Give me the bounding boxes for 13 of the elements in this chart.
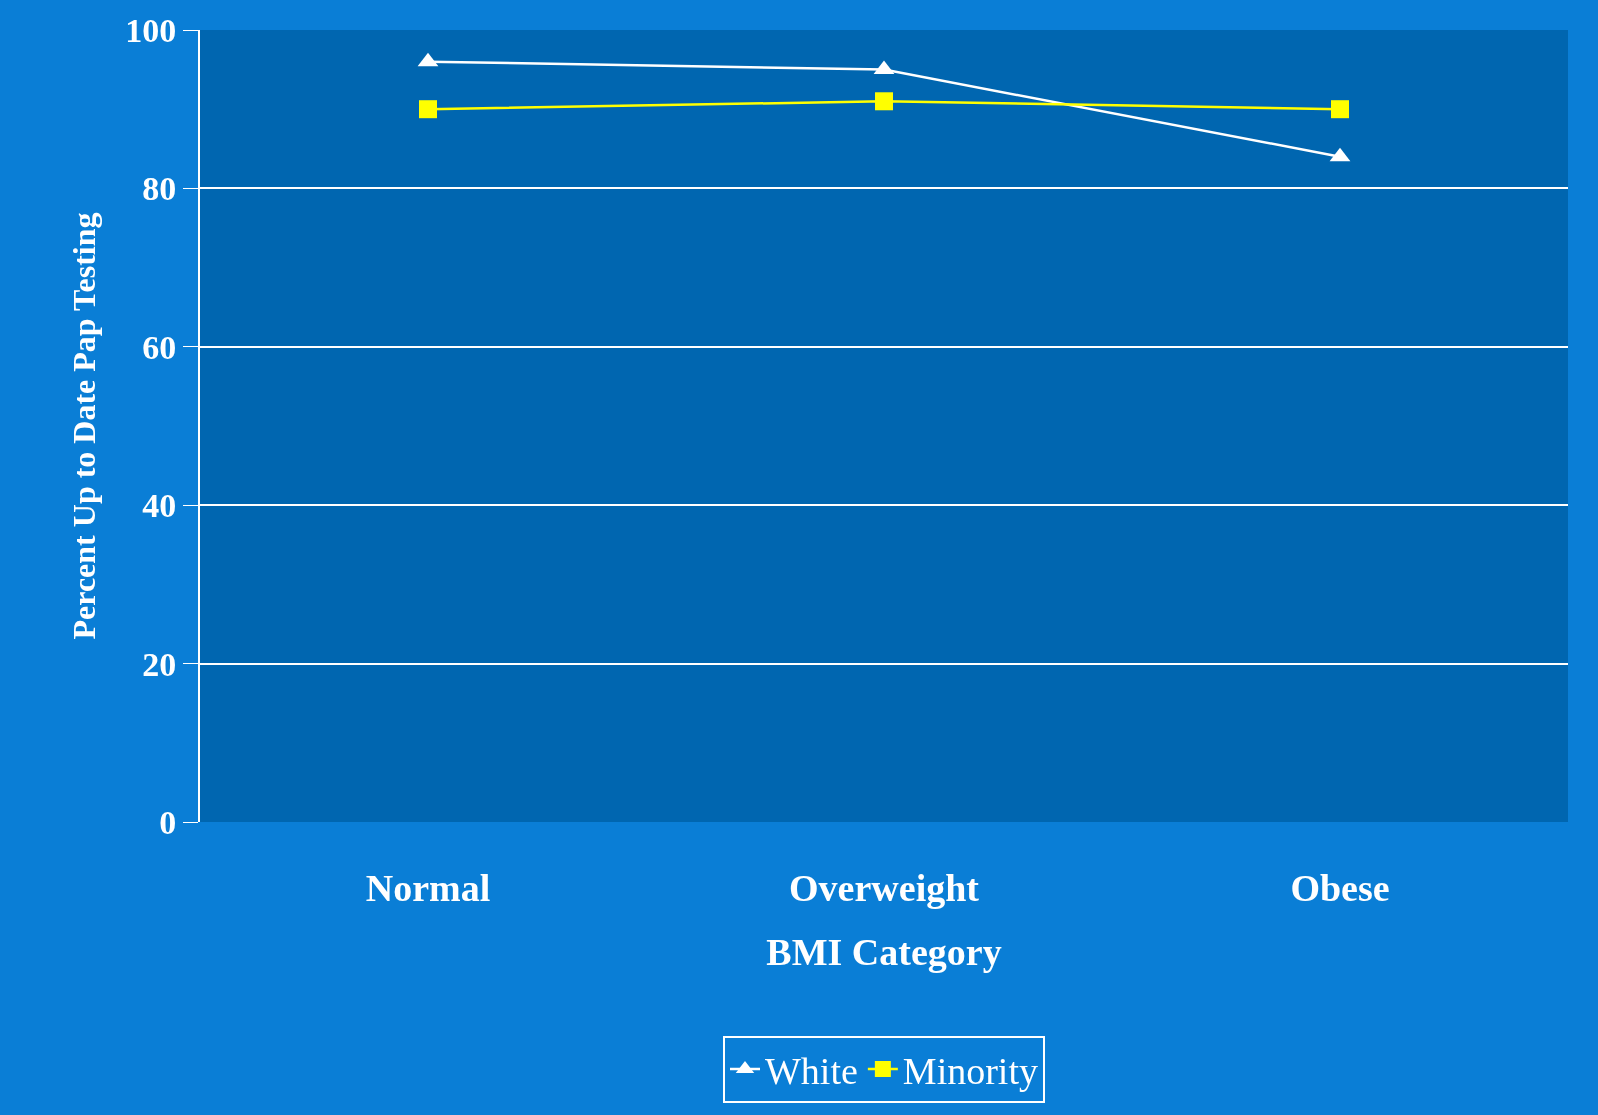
y-axis-title: Percent Up to Date Pap Testing [66, 212, 102, 640]
legend-label: Minority [902, 1049, 1038, 1092]
y-tick-label: 60 [142, 328, 177, 366]
y-tick-label: 20 [142, 645, 177, 683]
y-tick-label: 80 [142, 170, 177, 208]
x-axis-title: BMI Category [766, 931, 1002, 974]
x-tick-label: Overweight [789, 867, 980, 909]
x-tick-label: Obese [1290, 867, 1390, 909]
legend-label: White [765, 1049, 858, 1092]
y-tick-label: 40 [142, 487, 177, 525]
x-tick-label: Normal [365, 867, 491, 909]
y-tick-label: 100 [125, 11, 177, 49]
y-tick-label: 0 [159, 803, 177, 841]
